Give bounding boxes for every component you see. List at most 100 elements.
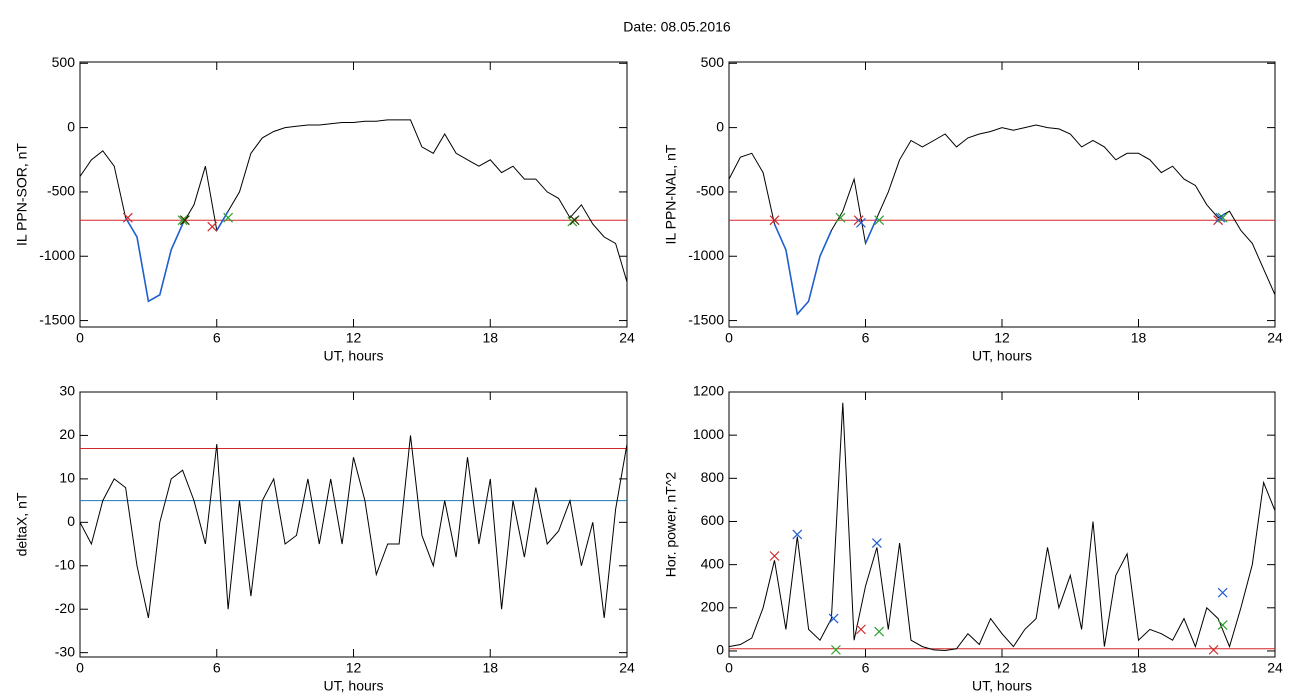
y-tick-label: -500 (47, 183, 75, 199)
x-tick-label: 18 (482, 330, 498, 346)
x-axis-label: UT, hours (972, 678, 1032, 694)
x-tick-label: 6 (862, 330, 870, 346)
cross-marker (1215, 212, 1226, 223)
cross-stroke (769, 551, 780, 561)
cross-marker (874, 626, 885, 637)
cross-stroke (122, 212, 133, 223)
cross-marker (856, 217, 866, 228)
cross-marker (223, 212, 234, 223)
cross-stroke (871, 538, 882, 548)
y-tick-label: -1000 (39, 247, 75, 263)
y-tick-label: -10 (55, 556, 75, 572)
y-tick-label: 500 (52, 54, 76, 70)
y-tick-label: 1200 (693, 383, 724, 399)
x-tick-label: 24 (619, 660, 635, 676)
x-tick-label: 24 (619, 330, 635, 346)
y-tick-label: 30 (59, 383, 75, 399)
y-tick-label: -1500 (688, 311, 724, 327)
cross-stroke (1215, 212, 1226, 223)
cross-marker (122, 212, 133, 223)
cross-stroke (835, 212, 846, 223)
cross-stroke (567, 216, 578, 227)
cross-stroke (207, 221, 218, 232)
y-tick-label: 400 (701, 555, 725, 571)
x-tick-label: 6 (213, 330, 221, 346)
panel: 0 6 12 18 24 -1500 -1000 -500 0 500 UT, hours IL PP… (14, 54, 635, 364)
cross-stroke (223, 212, 234, 223)
x-tick-label: 18 (482, 660, 498, 676)
figure-title: Date: 08.05.2016 (623, 19, 731, 35)
y-axis-label: Hor. power, nT^2 (663, 472, 679, 578)
y-tick-label: -500 (696, 183, 724, 199)
data-line (773, 217, 878, 316)
cross-stroke (1217, 587, 1228, 598)
cross-stroke (874, 626, 885, 637)
cross-stroke (856, 217, 866, 228)
x-tick-label: 0 (725, 330, 733, 346)
x-tick-label: 0 (725, 660, 733, 676)
y-tick-label: 800 (701, 469, 725, 485)
y-tick-label: 500 (701, 54, 725, 70)
cross-marker (1208, 644, 1219, 655)
y-tick-label: -20 (55, 600, 75, 616)
cross-marker (828, 613, 839, 624)
y-tick-label: 600 (701, 512, 725, 528)
cross-stroke (177, 215, 188, 226)
data-line (728, 402, 1276, 652)
cross-marker (569, 215, 580, 226)
cross-marker (1217, 212, 1228, 223)
cross-marker (207, 221, 218, 232)
cross-marker (874, 215, 885, 226)
y-tick-label: -1000 (688, 247, 724, 263)
x-axis-label: UT, hours (324, 348, 384, 364)
x-tick-label: 12 (346, 660, 362, 676)
y-tick-label: 20 (59, 426, 75, 442)
data-line (124, 210, 229, 303)
cross-stroke (1217, 212, 1228, 223)
data-line (79, 435, 628, 619)
cross-stroke (1217, 620, 1228, 630)
cross-stroke (856, 624, 866, 635)
cross-stroke (569, 215, 580, 226)
cross-stroke (831, 644, 841, 655)
y-tick-label: -1500 (39, 311, 75, 327)
cross-marker (1217, 587, 1228, 598)
y-tick-label: 10 (59, 470, 75, 486)
cross-marker (769, 551, 780, 561)
cross-marker (1217, 620, 1228, 630)
y-tick-label: 0 (716, 642, 724, 658)
x-tick-label: 18 (1131, 660, 1147, 676)
y-tick-label: 0 (67, 513, 75, 529)
cross-marker (177, 215, 188, 226)
cross-marker (831, 644, 841, 655)
x-tick-label: 6 (213, 660, 221, 676)
cross-marker (769, 215, 780, 226)
y-tick-label: -30 (55, 643, 75, 659)
cross-stroke (792, 529, 803, 540)
cross-marker (792, 529, 803, 540)
y-tick-label: 0 (716, 118, 724, 134)
cross-marker (179, 215, 190, 226)
x-tick-label: 24 (1267, 660, 1283, 676)
y-axis-label: IL PPN-SOR, nT (14, 143, 30, 246)
cross-stroke (828, 613, 839, 624)
x-tick-label: 12 (994, 330, 1010, 346)
cross-stroke (874, 215, 885, 226)
x-tick-label: 12 (994, 660, 1010, 676)
x-tick-label: 24 (1267, 330, 1283, 346)
x-tick-label: 18 (1131, 330, 1147, 346)
panel: 0 6 12 18 24 -1500 -1000 -500 0 500 UT, hours IL PP… (663, 54, 1283, 364)
cross-marker (567, 216, 578, 227)
x-axis-label: UT, hours (972, 348, 1032, 364)
cross-stroke (769, 215, 780, 226)
y-tick-label: 1000 (693, 426, 724, 442)
cross-marker (835, 212, 846, 223)
x-axis-label: UT, hours (324, 678, 384, 694)
cross-marker (871, 538, 882, 548)
panel: 0 6 12 18 24 -30 -20 -10 0 10 20 30 UT, hours deltaX,… (14, 383, 635, 694)
panel: 0 6 12 18 24 0 200 400 600 800 1000 1200 UT, hours Ho… (663, 383, 1283, 694)
y-axis-label: IL PPN-NAL, nT (663, 144, 679, 244)
y-axis-label: deltaX, nT (14, 492, 30, 556)
